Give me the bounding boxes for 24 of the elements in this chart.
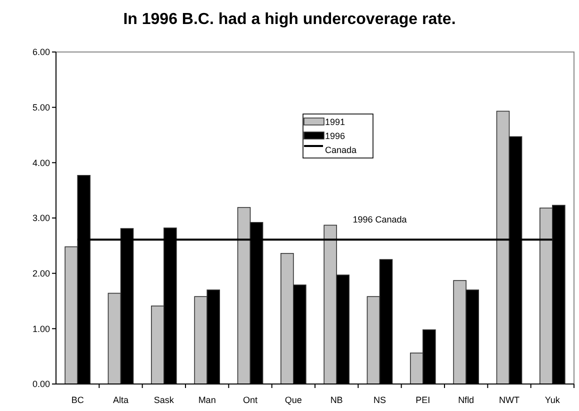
legend-label: 1996 bbox=[325, 131, 346, 141]
y-tick-label: 3.00 bbox=[32, 213, 50, 224]
x-tick-label: Ont bbox=[242, 395, 258, 405]
x-tick-label: Alta bbox=[112, 395, 129, 405]
y-tick-label: 6.00 bbox=[32, 47, 50, 58]
x-tick-label: Nfld bbox=[458, 395, 474, 405]
legend-label: 1991 bbox=[325, 117, 346, 127]
legend-label: Canada bbox=[325, 145, 357, 155]
y-tick-label: 1.00 bbox=[32, 324, 50, 334]
annotation: 1996 Canada bbox=[352, 214, 407, 225]
y-tick-label: 0.00 bbox=[32, 379, 50, 390]
x-tick-label: NB bbox=[330, 395, 343, 405]
y-tick-label: 5.00 bbox=[32, 102, 50, 112]
x-tick-label: NS bbox=[373, 395, 386, 405]
x-tick-label: PEI bbox=[416, 395, 430, 405]
y-tick-label: 2.00 bbox=[32, 268, 50, 278]
x-tick-label: BC bbox=[71, 395, 84, 405]
x-tick-label: Yuk bbox=[544, 395, 560, 405]
x-tick-label: Man bbox=[198, 395, 216, 405]
x-tick-label: NWT bbox=[499, 395, 520, 405]
x-tick-label: Sask bbox=[154, 395, 174, 405]
x-tick-label: Que bbox=[284, 395, 302, 405]
chart-title: In 1996 B.C. had a high undercoverage rate. bbox=[123, 11, 456, 28]
y-tick-label: 4.00 bbox=[32, 158, 50, 168]
